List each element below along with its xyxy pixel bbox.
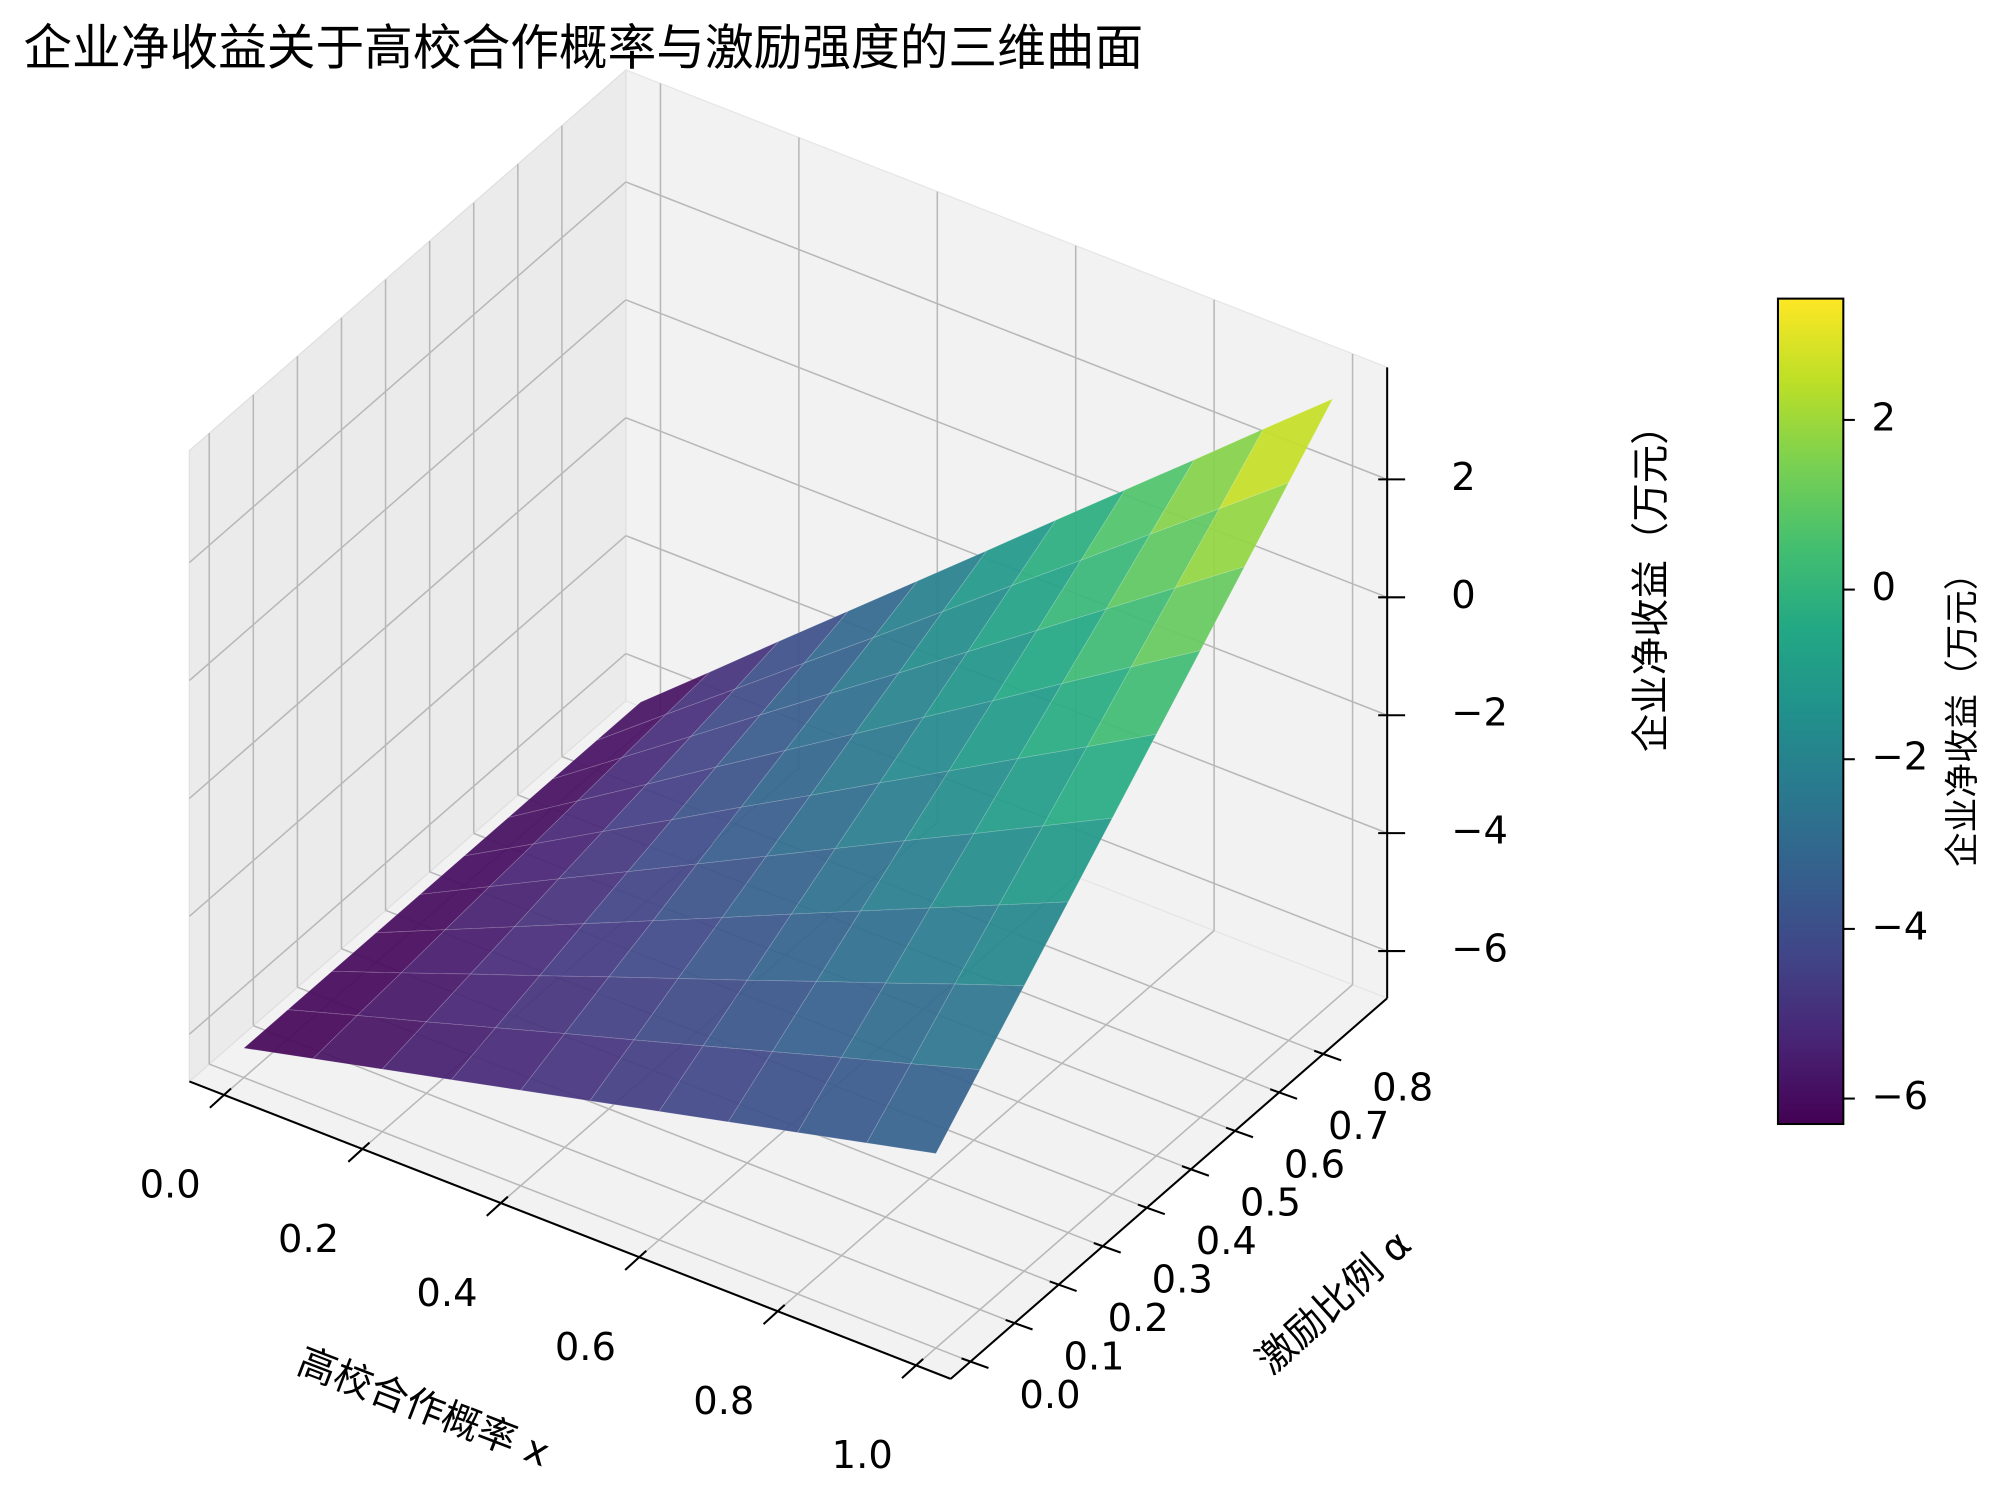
grid-line <box>625 181 1388 481</box>
grid-line <box>777 930 1215 1312</box>
x-tick-label: 0.2 <box>278 1217 339 1262</box>
y-tick-label: 0.4 <box>1196 1219 1257 1264</box>
colorbar-label: 企业净收益（万元） <box>1943 556 1983 867</box>
z-tick-label: −4 <box>1451 809 1508 854</box>
x-tick-label: 0.4 <box>416 1271 477 1316</box>
x-axis-label: 高校合作概率 x <box>291 1339 555 1476</box>
grid-line <box>188 299 627 682</box>
z-tick-label: −2 <box>1451 691 1508 736</box>
colorbar-tick-label: −6 <box>1872 1074 1929 1119</box>
y-tick-label: 0.5 <box>1240 1181 1301 1226</box>
grid-line <box>188 652 627 1035</box>
x-tick-label: 0.8 <box>693 1379 754 1424</box>
colorbar-tick-label: −2 <box>1872 735 1929 780</box>
colorbar-tick-label: 2 <box>1872 395 1896 440</box>
y-tick-label: 0.0 <box>1019 1373 1080 1418</box>
x-tick-label: 0.6 <box>555 1325 616 1370</box>
tick-mark <box>1005 1318 1033 1331</box>
z-tick-label: 0 <box>1451 573 1475 618</box>
chart-title: 企业净收益关于高校合作概率与激励强度的三维曲面 <box>23 20 1143 76</box>
grid-line <box>208 1063 971 1363</box>
tick-mark <box>961 1357 989 1369</box>
y-tick-label: 0.6 <box>1284 1142 1345 1187</box>
grid-line <box>253 1024 1015 1324</box>
surface-facet <box>866 1063 981 1154</box>
tick-mark <box>762 1304 786 1325</box>
tick-mark <box>1269 1088 1298 1100</box>
grid-line <box>188 181 627 564</box>
y-tick-label: 0.1 <box>1064 1335 1125 1380</box>
tick-mark <box>1313 1049 1342 1062</box>
y-axis-label: 激励比例 α <box>1248 1222 1420 1383</box>
y-tick-label: 0.2 <box>1108 1296 1169 1341</box>
x-tick-label: 1.0 <box>832 1433 893 1478</box>
y-tick-label: 0.7 <box>1328 1104 1389 1149</box>
surface-facet <box>1042 733 1158 827</box>
tick-mark <box>1093 1242 1122 1254</box>
grid-line <box>625 299 1388 599</box>
pane-left <box>188 68 627 1083</box>
plot-area: 0.00.20.40.60.81.00.00.10.20.30.40.50.60… <box>140 68 1983 1478</box>
y-tick-label: 0.3 <box>1152 1258 1213 1303</box>
colorbar-tick-label: 0 <box>1872 565 1896 610</box>
tick-mark <box>1225 1126 1254 1139</box>
tick-mark <box>1181 1165 1210 1177</box>
y-tick-label: 0.8 <box>1372 1065 1433 1110</box>
x-tick-label: 0.0 <box>140 1163 201 1208</box>
z-tick-label: 2 <box>1451 455 1475 500</box>
z-tick-label: −6 <box>1451 927 1508 972</box>
grid-line <box>188 417 627 799</box>
tick-mark <box>624 1250 647 1271</box>
tick-mark <box>1049 1280 1077 1293</box>
colorbar <box>1776 297 1845 1126</box>
tick-mark <box>486 1195 509 1217</box>
tick-mark <box>1137 1203 1166 1216</box>
tick-mark <box>901 1358 924 1379</box>
tick-mark <box>209 1087 232 1109</box>
grid-line <box>188 535 627 917</box>
grid-line <box>915 984 1354 1366</box>
y-axis-line <box>950 997 1388 1380</box>
surface-facet <box>1174 481 1290 589</box>
tick-mark <box>347 1141 371 1163</box>
z-axis-label: 企业净收益（万元） <box>1629 406 1674 752</box>
x-axis-line <box>189 1080 952 1380</box>
colorbar-tick-label: −4 <box>1872 904 1929 949</box>
